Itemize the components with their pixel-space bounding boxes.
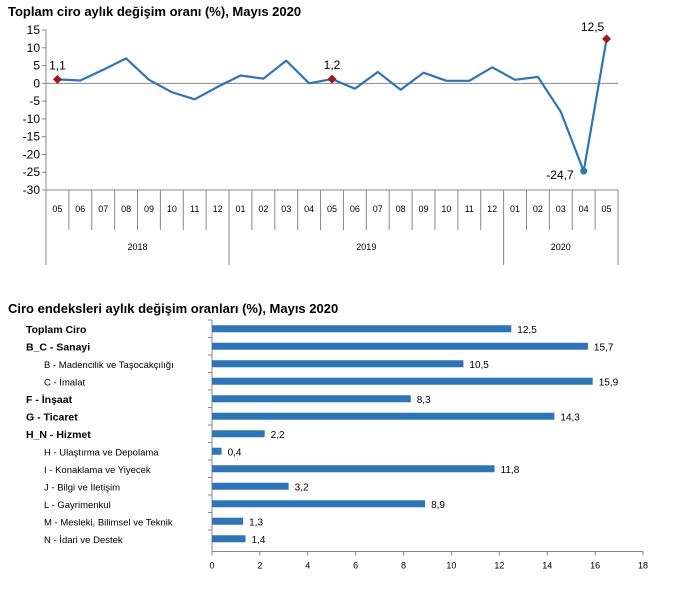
annotation-label: -24,7 [546, 168, 574, 182]
x-tick-label: 0 [209, 561, 214, 571]
month-label: 06 [75, 204, 85, 214]
category-label: B_C - Sanayi [26, 341, 90, 353]
x-tick-label: 6 [353, 561, 358, 571]
bar [212, 482, 289, 490]
bar-value-label: 12,5 [517, 325, 537, 336]
month-label: 07 [98, 204, 108, 214]
month-label: 06 [350, 204, 360, 214]
category-label: C - İmalat [44, 377, 86, 388]
y-tick-label: -20 [23, 147, 41, 161]
bar [212, 500, 426, 508]
highlight-label: 1,1 [49, 58, 66, 72]
month-label: 08 [121, 204, 131, 214]
category-label: N - İdari ve Destek [44, 535, 123, 546]
bar-value-label: 3,2 [295, 482, 309, 493]
y-tick-label: 10 [27, 41, 41, 55]
highlight-label: 1,2 [324, 58, 341, 72]
month-label: 05 [602, 204, 612, 214]
month-label: 07 [373, 204, 383, 214]
x-tick-label: 10 [446, 561, 456, 571]
y-tick-label: -30 [23, 183, 41, 197]
bar-value-label: 2,2 [271, 430, 285, 441]
month-label: 04 [304, 204, 314, 214]
bar [212, 447, 222, 455]
y-tick-label: -5 [29, 94, 40, 108]
month-label: 12 [487, 204, 497, 214]
bar-value-label: 8,3 [417, 395, 431, 406]
bar-value-label: 14,3 [560, 412, 580, 423]
x-tick-label: 2 [257, 561, 262, 571]
bar [212, 395, 411, 403]
line-chart: 15 10 5 0 -5 -10 -15 -20 -25 -30 05 06 07 08 09 10 11 12 0… [23, 20, 619, 265]
month-label: 02 [533, 204, 543, 214]
min-point-marker [580, 167, 588, 175]
bar-value-label: 11,8 [501, 465, 520, 476]
y-tick-label: -15 [23, 130, 41, 144]
month-label: 11 [465, 204, 474, 214]
bar [212, 360, 464, 368]
bar-value-label: 0,4 [228, 447, 242, 458]
x-tick-label: 12 [494, 561, 504, 571]
bar [212, 377, 593, 385]
y-tick-label: 5 [33, 59, 40, 73]
y-tick-label: 15 [27, 23, 41, 37]
bar [212, 325, 512, 333]
bar [212, 342, 588, 350]
bar-value-label: 10,5 [469, 360, 489, 371]
x-tick-label: 16 [590, 561, 600, 571]
year-label: 2018 [128, 242, 148, 252]
month-label: 10 [441, 204, 451, 214]
bar-value-label: 15,7 [594, 342, 614, 353]
category-label: L - Gayrimenkul [44, 500, 111, 511]
bar [212, 517, 244, 525]
category-label: H - Ulaştırma ve Depolama [44, 447, 159, 458]
bar [212, 465, 495, 473]
x-tick-label: 4 [305, 561, 310, 571]
year-label: 2020 [551, 242, 571, 252]
x-tick-label: 18 [638, 561, 648, 571]
bar-value-label: 15,9 [599, 377, 619, 388]
month-label: 11 [190, 204, 199, 214]
category-label: Toplam Ciro [26, 324, 86, 336]
line-chart-title: Toplam ciro aylık değişim oranı (%), May… [8, 4, 302, 19]
x-tick-label: 14 [542, 561, 552, 571]
category-label: H_N - Hizmet [26, 429, 91, 441]
month-label: 09 [144, 204, 154, 214]
bar [212, 412, 555, 420]
bar-chart-title: Ciro endeksleri aylık değişim oranları (… [8, 301, 339, 316]
month-label: 01 [510, 204, 520, 214]
highlight-marker [602, 34, 612, 44]
category-label: I - Konaklama ve Yiyecek [44, 465, 151, 476]
category-label: F - İnşaat [26, 393, 73, 406]
month-label: 03 [281, 204, 291, 214]
month-label: 05 [327, 204, 337, 214]
month-label: 01 [235, 204, 245, 214]
category-label: M - Mesleki, Bilimsel ve Teknik [44, 517, 173, 528]
bar [212, 430, 265, 438]
month-label: 09 [419, 204, 429, 214]
highlight-marker [327, 74, 337, 84]
y-tick-label: -25 [23, 165, 41, 179]
month-label: 10 [167, 204, 177, 214]
month-label: 02 [258, 204, 268, 214]
highlight-marker [52, 74, 62, 84]
month-label: 04 [579, 204, 589, 214]
highlight-label: 12,5 [581, 20, 605, 34]
x-tick-label: 8 [401, 561, 406, 571]
bar [212, 535, 246, 543]
bar-value-label: 8,9 [431, 500, 445, 511]
year-label: 2019 [356, 242, 376, 252]
month-label: 03 [556, 204, 566, 214]
month-label: 12 [213, 204, 223, 214]
category-label: J - Bilgi ve İletişim [44, 482, 120, 493]
bar-value-label: 1,3 [249, 517, 263, 528]
month-label: 08 [396, 204, 406, 214]
y-tick-label: -10 [23, 112, 41, 126]
category-label: B - Madencilik ve Taşocakçılığı [44, 360, 174, 371]
category-label: G - Ticaret [26, 411, 78, 423]
y-tick-label: 0 [33, 76, 40, 90]
month-label: 05 [52, 204, 62, 214]
bar-value-label: 1,4 [252, 535, 266, 546]
